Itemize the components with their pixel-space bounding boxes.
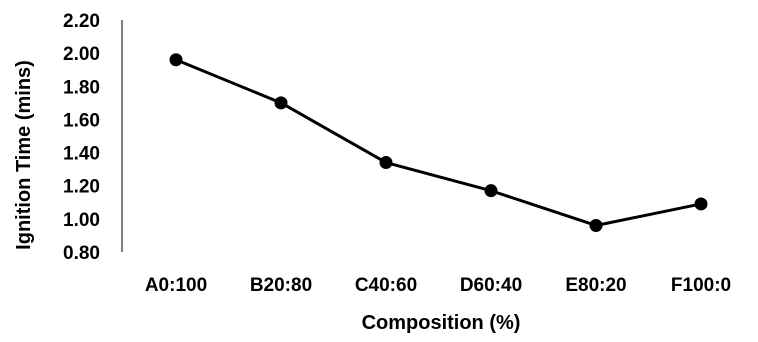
y-tick-label: 1.40	[63, 144, 100, 165]
y-axis-title: Ignition Time (mins)	[13, 60, 35, 250]
data-point	[379, 156, 393, 170]
data-point	[694, 197, 708, 211]
series-line	[175, 58, 702, 227]
data-point	[274, 96, 288, 110]
x-tick-label: F100:0	[671, 275, 731, 296]
y-axis-ticks: 0.80 1.00 1.20 1.40 1.60 1.80 2.00 2.20	[63, 11, 100, 264]
y-tick-label: 2.00	[63, 44, 100, 65]
data-point	[589, 218, 603, 232]
x-tick-label: A0:100	[145, 275, 207, 296]
data-point	[169, 53, 183, 67]
x-axis-title: Composition (%)	[362, 312, 521, 334]
data-point	[484, 184, 498, 198]
y-tick-label: 1.60	[63, 110, 100, 131]
y-tick-label: 1.20	[63, 177, 100, 198]
y-tick-label: 0.80	[63, 243, 100, 264]
x-tick-label: D60:40	[460, 275, 522, 296]
x-tick-label: B20:80	[250, 275, 312, 296]
y-tick-label: 1.80	[63, 77, 100, 98]
data-points	[169, 53, 708, 232]
x-tick-label: C40:60	[355, 275, 417, 296]
y-tick-label: 1.00	[63, 210, 100, 231]
y-tick-label: 2.20	[63, 11, 100, 32]
x-axis-ticks: A0:100 B20:80 C40:60 D60:40 E80:20 F100:0	[145, 275, 731, 296]
x-tick-label: E80:20	[565, 275, 626, 296]
